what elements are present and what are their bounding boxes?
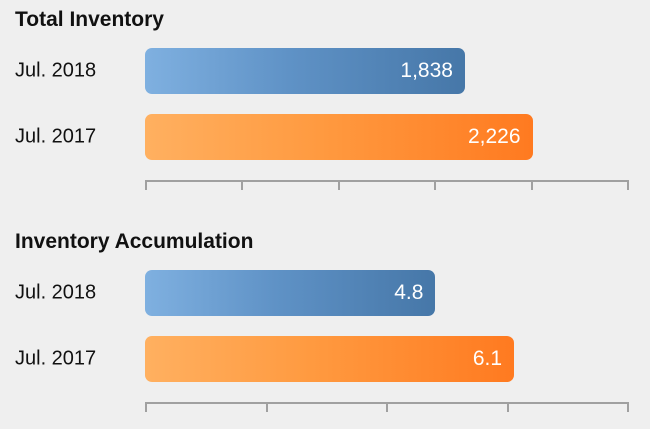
x-axis <box>145 180 629 192</box>
x-axis-tick <box>337 180 340 190</box>
x-axis-tick <box>530 180 533 190</box>
bar-jul-2017: 6.1 <box>145 336 515 382</box>
category-label-jul-2017: Jul. 2017 <box>15 125 97 148</box>
x-axis-tick <box>145 180 147 190</box>
bar-value-label: 2,226 <box>467 125 521 148</box>
category-label-jul-2018: Jul. 2018 <box>15 59 97 82</box>
x-axis <box>145 402 629 414</box>
x-axis-tick <box>627 180 629 190</box>
category-label-jul-2018: Jul. 2018 <box>15 281 97 304</box>
bar-jul-2018: 1,838 <box>145 48 465 94</box>
x-axis-tick <box>386 402 388 412</box>
x-axis-tick <box>241 180 244 190</box>
x-axis-line <box>145 180 629 182</box>
bar-jul-2017: 2,226 <box>145 114 533 160</box>
category-label-jul-2017: Jul. 2017 <box>15 347 97 370</box>
x-axis-tick <box>506 402 509 412</box>
chart-title: Inventory Accumulation <box>15 230 254 253</box>
bar-jul-2018: 4.8 <box>145 270 436 316</box>
x-axis-tick <box>434 180 437 190</box>
inventory-accumulation-chart: Inventory Accumulation Jul. 2018 4.8 Jul… <box>0 230 650 420</box>
bar-value-label: 1,838 <box>400 59 453 82</box>
bar-value-label: 4.8 <box>394 281 424 304</box>
bar-value-label: 6.1 <box>472 347 503 370</box>
x-axis-tick <box>627 402 629 412</box>
x-axis-tick <box>145 402 147 412</box>
chart-title: Total Inventory <box>15 8 164 31</box>
x-axis-tick <box>265 402 268 412</box>
total-inventory-chart: Total Inventory Jul. 2018 1,838 Jul. 201… <box>0 8 650 198</box>
